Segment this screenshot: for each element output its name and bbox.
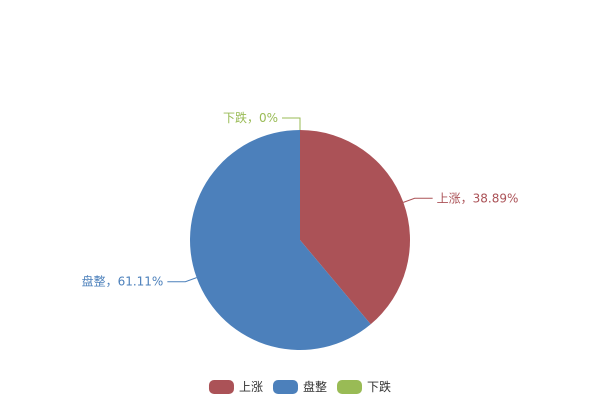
legend-item-0[interactable]: 上涨 xyxy=(208,379,263,394)
legend: 上涨 盘整 下跌 xyxy=(208,379,391,394)
pie-slice-1[interactable] xyxy=(189,129,371,350)
pie-slice-0[interactable] xyxy=(300,130,410,325)
pie-slices xyxy=(189,129,410,350)
legend-label-0: 上涨 xyxy=(239,379,263,394)
pie-labels: 上涨，38.89% 盘整，61.11% 下跌，0% xyxy=(82,110,519,289)
slice-label-2: 下跌，0% xyxy=(223,110,278,125)
legend-label-2: 下跌 xyxy=(367,379,391,394)
pie-leader-lines xyxy=(167,117,433,283)
legend-swatch-2 xyxy=(337,380,363,394)
slice-label-1: 盘整，61.11% xyxy=(82,274,164,289)
leader-line-0 xyxy=(403,197,433,203)
leader-line-2 xyxy=(282,117,301,130)
legend-label-1: 盘整 xyxy=(303,379,327,394)
leader-line-1 xyxy=(167,277,197,283)
legend-item-1[interactable]: 盘整 xyxy=(272,379,327,394)
legend-item-2[interactable]: 下跌 xyxy=(337,379,391,394)
slice-label-0: 上涨，38.89% xyxy=(437,190,519,205)
legend-swatch-1 xyxy=(272,380,298,394)
legend-swatch-0 xyxy=(208,380,234,394)
